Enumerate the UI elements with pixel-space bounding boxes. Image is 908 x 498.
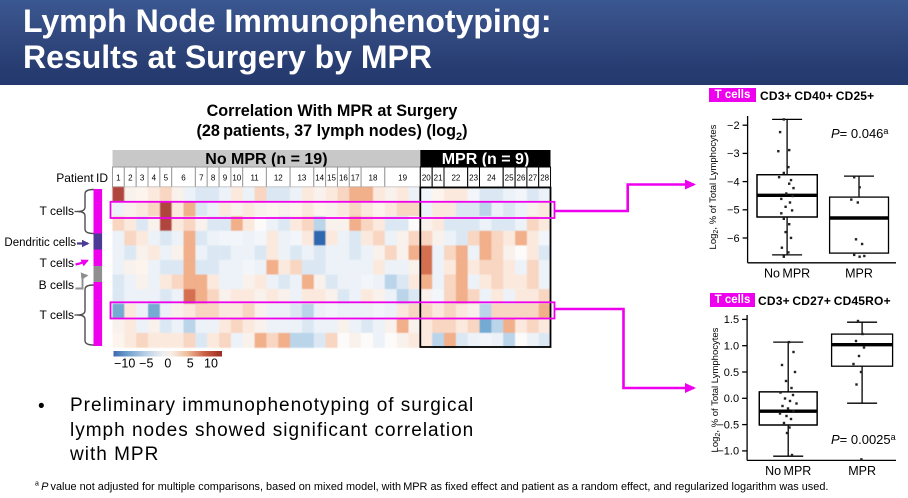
svg-text:20: 20 (422, 174, 431, 183)
svg-text:0.5: 0.5 (724, 367, 739, 379)
svg-text:23: 23 (469, 174, 478, 183)
svg-text:1: 1 (116, 174, 121, 183)
svg-text:8: 8 (211, 174, 216, 183)
svg-text:−1.0: −1.0 (717, 446, 739, 458)
svg-text:−6: −6 (727, 233, 740, 245)
svg-text:5: 5 (187, 357, 194, 371)
svg-text:−5: −5 (727, 205, 740, 217)
svg-text:0: 0 (164, 357, 171, 371)
svg-text:17: 17 (351, 174, 360, 183)
svg-text:19: 19 (398, 174, 407, 183)
svg-text:−5: −5 (139, 357, 153, 371)
svg-text:Log2, % of Total Lymphocytes: Log2, % of Total Lymphocytes (708, 124, 720, 249)
svg-text:−4: −4 (727, 176, 740, 188)
svg-text:4: 4 (152, 174, 157, 183)
svg-text:10: 10 (204, 357, 218, 371)
svg-text:9: 9 (223, 174, 228, 183)
svg-text:16: 16 (339, 174, 348, 183)
svg-text:27: 27 (528, 174, 537, 183)
svg-text:P= 0.0025a: P= 0.0025a (831, 432, 896, 447)
svg-text:MPR: MPR (848, 464, 876, 478)
svg-text:13: 13 (297, 174, 306, 183)
svg-text:1.5: 1.5 (724, 314, 739, 326)
svg-text:3: 3 (140, 174, 145, 183)
svg-text:P= 0.046a: P= 0.046a (831, 126, 888, 141)
svg-text:MPR: MPR (845, 267, 873, 281)
svg-text:−0.5: −0.5 (717, 419, 739, 431)
svg-text:14: 14 (315, 174, 324, 183)
svg-text:22: 22 (451, 174, 460, 183)
svg-text:7: 7 (199, 174, 204, 183)
svg-text:28: 28 (540, 174, 549, 183)
svg-text:No MPR: No MPR (765, 464, 811, 478)
svg-text:1.0: 1.0 (724, 341, 739, 353)
svg-text:−2: −2 (727, 120, 740, 132)
svg-text:18: 18 (369, 174, 378, 183)
svg-text:0.0: 0.0 (724, 393, 739, 405)
svg-text:2: 2 (128, 174, 133, 183)
svg-text:25: 25 (505, 174, 514, 183)
svg-text:Log2, % of Total Lymphocytes: Log2, % of Total Lymphocytes (710, 327, 722, 452)
svg-text:−10: −10 (114, 357, 135, 371)
svg-text:5: 5 (164, 174, 169, 183)
svg-text:24: 24 (487, 174, 496, 183)
svg-text:No MPR: No MPR (764, 267, 810, 281)
svg-text:12: 12 (274, 174, 283, 183)
svg-text:21: 21 (434, 174, 443, 183)
svg-text:−3: −3 (727, 148, 740, 160)
svg-text:15: 15 (327, 174, 336, 183)
svg-text:26: 26 (517, 174, 526, 183)
svg-text:11: 11 (250, 174, 259, 183)
svg-text:No MPR (n = 19): No MPR (n = 19) (205, 151, 327, 168)
svg-text:10: 10 (232, 174, 241, 183)
svg-text:6: 6 (181, 174, 186, 183)
svg-text:MPR (n = 9): MPR (n = 9) (442, 151, 530, 168)
